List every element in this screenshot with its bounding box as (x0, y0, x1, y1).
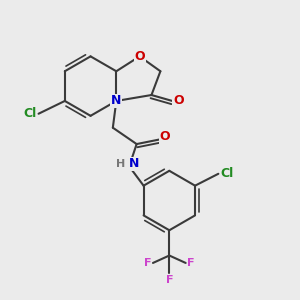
Text: H: H (116, 159, 125, 169)
Text: N: N (111, 94, 122, 107)
Text: F: F (166, 275, 173, 285)
Text: O: O (160, 130, 170, 143)
Text: O: O (134, 50, 145, 63)
Text: F: F (144, 258, 152, 268)
Text: N: N (128, 158, 139, 170)
Text: Cl: Cl (221, 167, 234, 180)
Text: Cl: Cl (23, 107, 36, 120)
Text: F: F (187, 258, 195, 268)
Text: O: O (173, 94, 184, 107)
